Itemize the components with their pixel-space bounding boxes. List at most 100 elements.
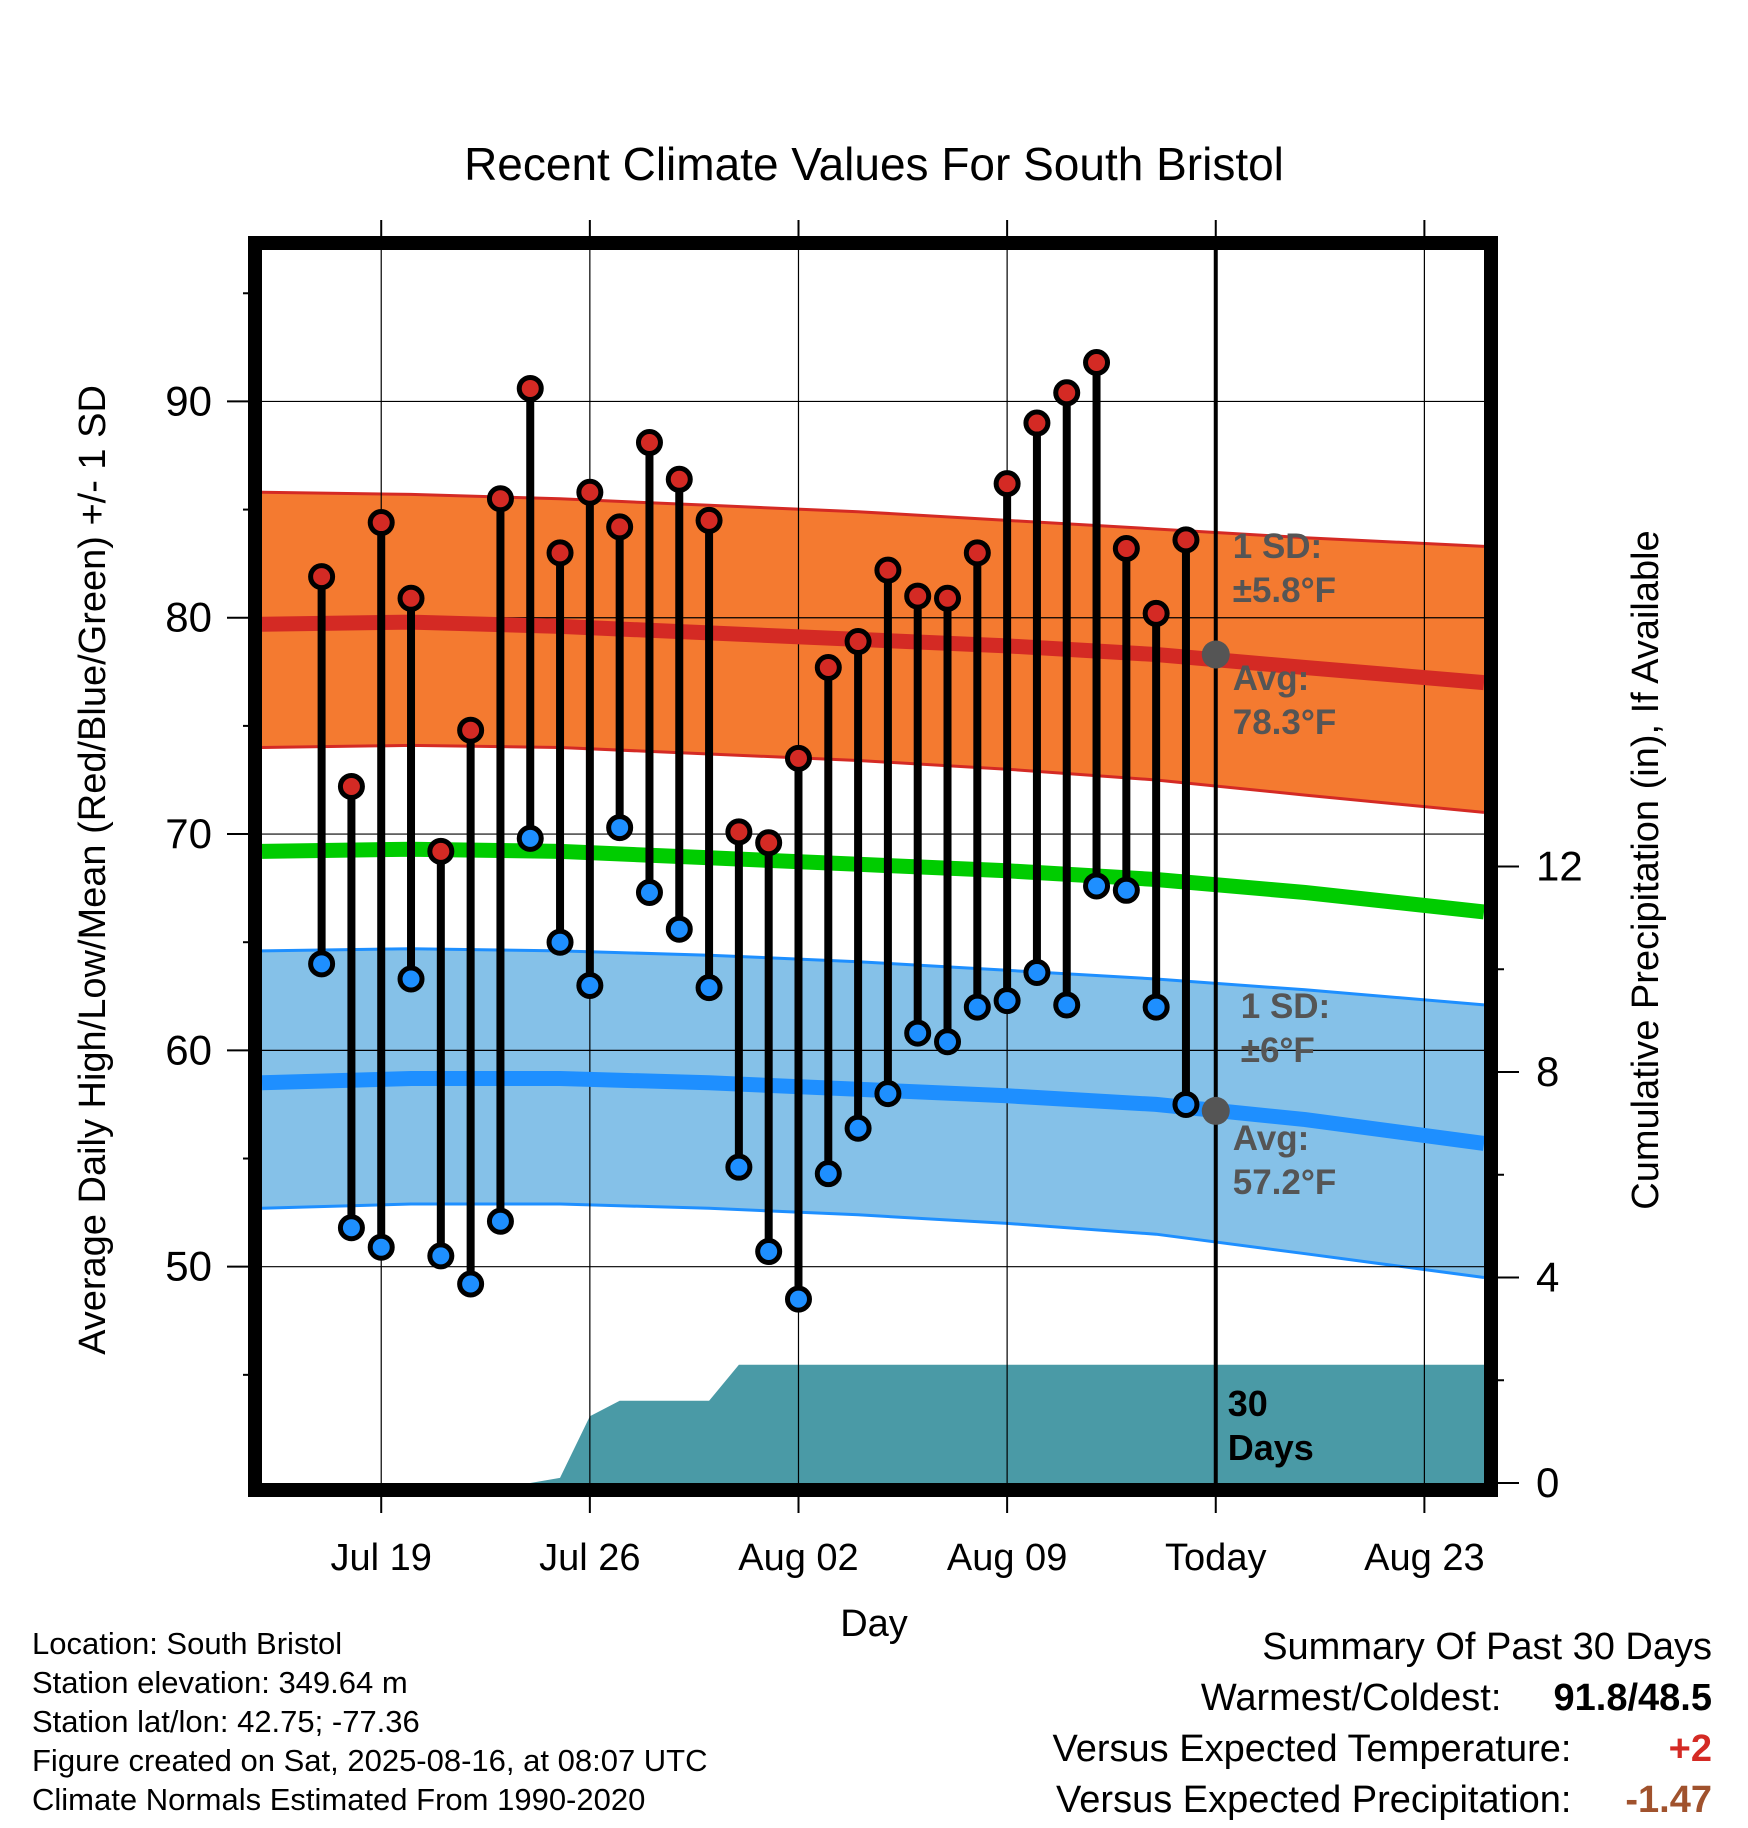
daily-low-point — [397, 965, 425, 993]
daily-low-point — [934, 1028, 962, 1056]
daily-high-point — [427, 837, 455, 865]
daily-low-point — [516, 824, 544, 852]
daily-high-point — [457, 716, 485, 744]
x-axis-label: Day — [840, 1603, 908, 1645]
daily-high-point — [993, 470, 1021, 498]
daily-low-point — [725, 1153, 753, 1181]
daily-low-point — [695, 974, 723, 1002]
x-tick-label: Jul 19 — [331, 1537, 432, 1579]
daily-low-point — [457, 1270, 485, 1298]
precip-value: -1.47 — [1625, 1779, 1712, 1821]
daily-low-point — [665, 915, 693, 943]
daily-low-point — [427, 1242, 455, 1270]
daily-low-point — [606, 814, 634, 842]
low-avg-annotation: 57.2°F — [1233, 1163, 1337, 1202]
daily-low-point — [755, 1238, 783, 1266]
daily-high-point — [1023, 409, 1051, 437]
temp-value: +2 — [1668, 1728, 1712, 1770]
daily-high-point — [874, 556, 902, 584]
daily-low-point — [576, 971, 604, 999]
x-tick-label: Today — [1165, 1537, 1266, 1579]
y-tick-label: 80 — [165, 594, 212, 641]
daily-high-point — [486, 485, 514, 513]
daily-high-point — [516, 374, 544, 402]
period-annotation: 30 — [1228, 1383, 1268, 1424]
low-sd-band — [262, 948, 1484, 1278]
high-sd-upper-line — [261, 490, 1485, 548]
high-avg-annotation: 78.3°F — [1233, 703, 1337, 742]
plot-area: 50 60 70 80 90 0 4 8 12 Jul 19 Jul 26 Aug 02 Aug 09 T… — [165, 220, 1583, 1579]
temp-label: Versus Expected Temperature: — [1052, 1728, 1572, 1770]
daily-low-point — [1172, 1090, 1200, 1118]
y-axis-label: Average Daily High/Low/Mean (Red/Blue/Gr… — [72, 385, 114, 1355]
y2-axis-label: Cumulative Precipitation (in), If Availa… — [1625, 530, 1667, 1209]
daily-low-point — [1083, 872, 1111, 900]
daily-high-point — [606, 513, 634, 541]
high-sd-band — [262, 492, 1484, 813]
daily-high-point — [635, 429, 663, 457]
high-avg-annotation: Avg: — [1233, 659, 1309, 698]
daily-low-point — [963, 993, 991, 1021]
y2-tick-label: 12 — [1536, 843, 1583, 890]
daily-high-point — [546, 539, 574, 567]
chart-title: Recent Climate Values For South Bristol — [464, 138, 1284, 190]
x-tick-label: Aug 09 — [947, 1537, 1067, 1579]
daily-low-point — [546, 928, 574, 956]
daily-high-point — [695, 506, 723, 534]
low-sd-annotation: ±6°F — [1241, 1031, 1315, 1070]
daily-low-point — [486, 1207, 514, 1235]
high-sd-annotation: ±5.8°F — [1233, 571, 1336, 610]
precip-area — [262, 1364, 1484, 1483]
daily-low-point — [1112, 876, 1140, 904]
daily-low-point — [1142, 993, 1170, 1021]
daily-high-point — [1083, 348, 1111, 376]
daily-high-point — [904, 582, 932, 610]
low-avg-annotation: Avg: — [1233, 1119, 1309, 1158]
daily-high-point — [397, 584, 425, 612]
daily-high-point — [1112, 535, 1140, 563]
y-tick-label: 90 — [165, 377, 212, 424]
today-low-avg-marker — [1201, 1096, 1230, 1125]
low-sd-annotation: 1 SD: — [1241, 987, 1330, 1026]
warmest-label: Warmest/Coldest: — [1200, 1677, 1502, 1719]
daily-high-point — [784, 744, 812, 772]
daily-high-point — [576, 478, 604, 506]
daily-high-point — [814, 653, 842, 681]
daily-high-point — [755, 829, 783, 857]
y-tick-label: 60 — [165, 1026, 212, 1073]
daily-low-point — [1023, 958, 1051, 986]
normals-text: Climate Normals Estimated From 1990-2020 — [32, 1782, 646, 1817]
low-sd-lower-line — [261, 1202, 1485, 1279]
high-sd-annotation: 1 SD: — [1233, 527, 1322, 566]
daily-high-point — [1053, 379, 1081, 407]
y-tick-label: 70 — [165, 810, 212, 857]
daily-high-point — [367, 509, 395, 537]
elevation-text: Station elevation: 349.64 m — [32, 1665, 408, 1700]
daily-high-point — [1142, 599, 1170, 627]
daily-low-point — [635, 878, 663, 906]
daily-high-point — [963, 539, 991, 567]
daily-low-point — [337, 1214, 365, 1242]
precip-label: Versus Expected Precipitation: — [1056, 1779, 1572, 1821]
x-tick-label: Aug 23 — [1364, 1537, 1484, 1579]
location-text: Location: South Bristol — [32, 1626, 343, 1661]
daily-low-point — [993, 987, 1021, 1015]
daily-low-point — [784, 1285, 812, 1313]
latlon-text: Station lat/lon: 42.75; -77.36 — [32, 1704, 420, 1739]
y2-tick-label: 4 — [1536, 1254, 1559, 1301]
daily-high-point — [1172, 526, 1200, 554]
daily-low-point — [814, 1160, 842, 1188]
period-annotation: Days — [1228, 1427, 1314, 1468]
x-tick-label: Jul 26 — [539, 1537, 640, 1579]
daily-low-point — [844, 1114, 872, 1142]
daily-high-point — [308, 563, 336, 591]
y2-tick-label: 8 — [1536, 1048, 1559, 1095]
daily-low-point — [874, 1080, 902, 1108]
station-info: Location: South Bristol Station elevatio… — [32, 1624, 708, 1819]
daily-high-point — [665, 465, 693, 493]
daily-high-point — [337, 772, 365, 800]
precip-row: Versus Expected Precipitation: -1.47 — [1053, 1775, 1712, 1826]
x-tick-label: Aug 02 — [738, 1537, 858, 1579]
daily-low-point — [904, 1019, 932, 1047]
